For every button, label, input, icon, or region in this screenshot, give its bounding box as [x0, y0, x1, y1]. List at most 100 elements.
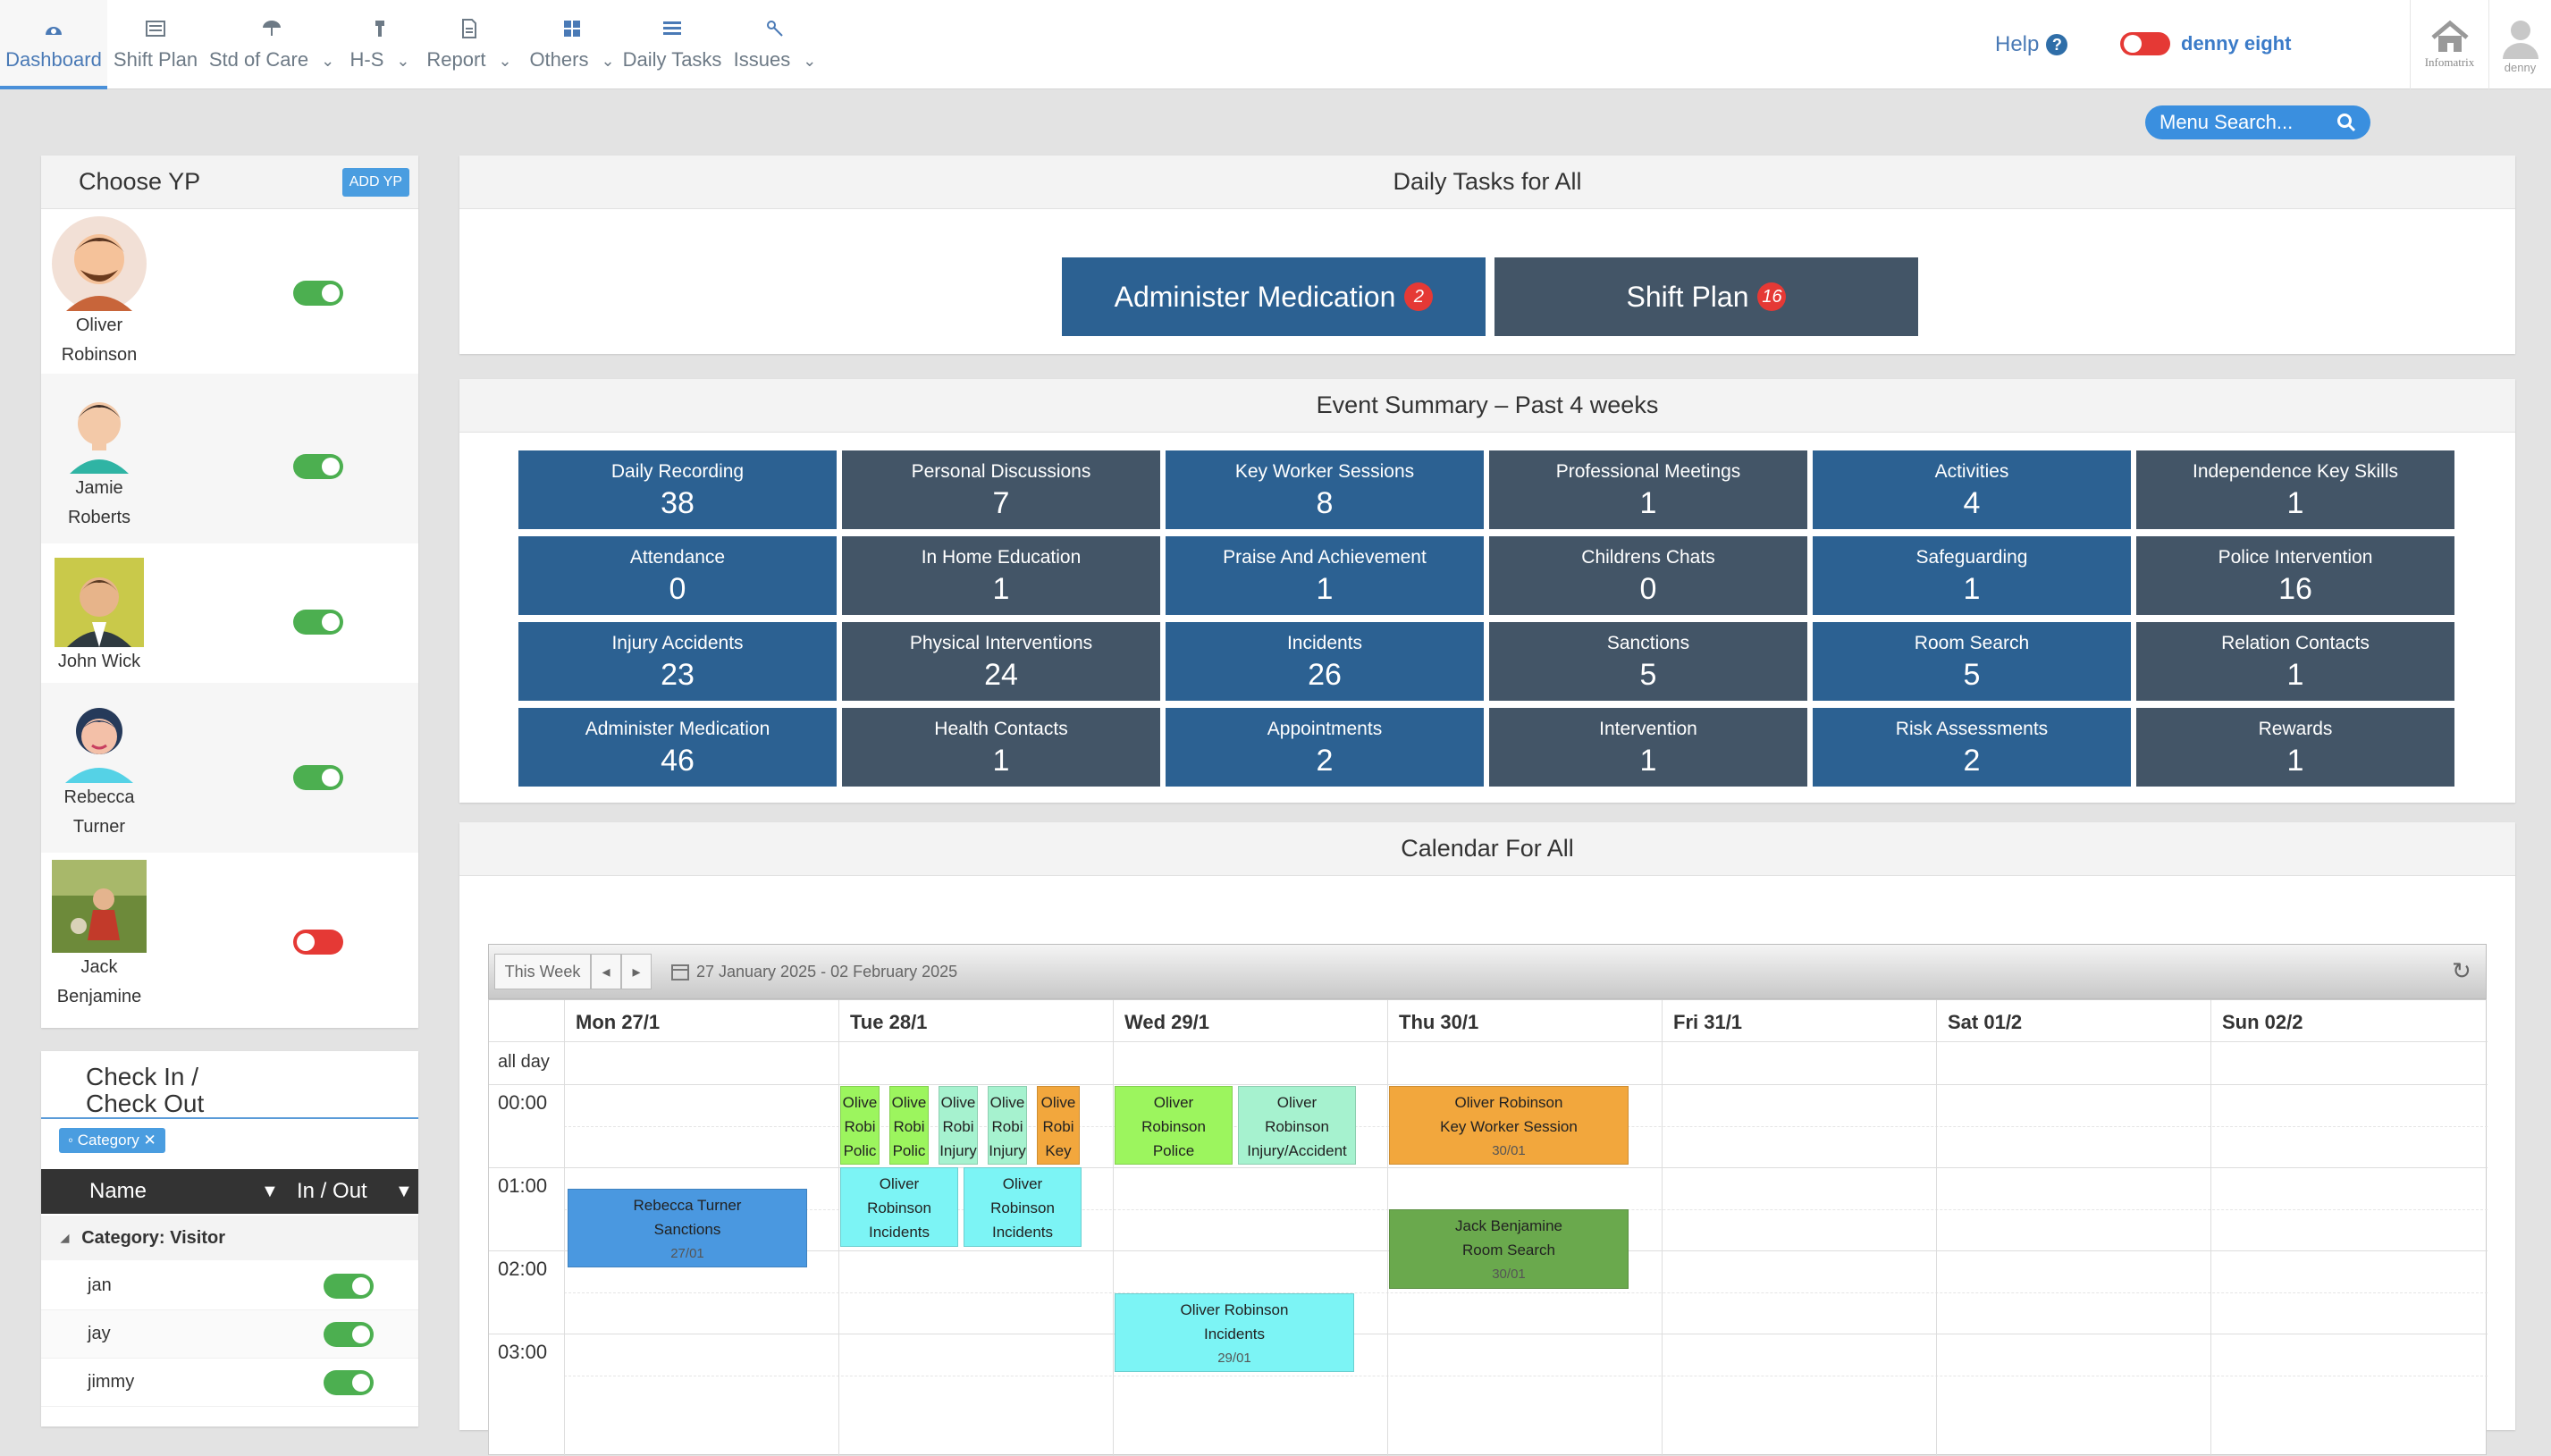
- calendar-event[interactable]: Rebecca Turner Sanctions 27/01: [568, 1189, 807, 1267]
- nav-daily-tasks-label: Daily Tasks: [622, 48, 722, 71]
- event-tile[interactable]: Activities 4: [1813, 450, 2131, 529]
- nav-h-s[interactable]: H-S ⌄: [343, 0, 417, 89]
- yp-toggle[interactable]: [293, 930, 343, 955]
- event-tile-count: 16: [2278, 572, 2312, 606]
- add-yp-button[interactable]: ADD YP: [341, 167, 409, 197]
- daily-tasks-panel: Daily Tasks for All Administer Medicatio…: [459, 156, 2515, 354]
- calendar-event[interactable]: Oliver Robinson Incidents: [840, 1167, 958, 1248]
- event-tile[interactable]: Room Search 5: [1813, 622, 2131, 701]
- event-tile[interactable]: Daily Recording 38: [518, 450, 837, 529]
- yp-toggle[interactable]: [293, 281, 343, 306]
- yp-row-oliver[interactable]: Oliver Robinson: [41, 213, 418, 374]
- calendar-event[interactable]: Oliver Robinson Police Intervention: [1115, 1085, 1233, 1166]
- nav-report[interactable]: Report ⌄: [422, 0, 517, 89]
- visitor-toggle[interactable]: [324, 1274, 374, 1299]
- yp-row-rebecca[interactable]: Rebecca Turner: [41, 683, 418, 853]
- calendar-event[interactable]: Jack Benjamine Room Search 30/01: [1389, 1208, 1629, 1289]
- event-tile-count: 1: [1639, 486, 1657, 520]
- question-icon: ?: [2046, 34, 2068, 55]
- event-tile[interactable]: Health Contacts 1: [842, 708, 1160, 787]
- next-week-button[interactable]: ▸: [621, 954, 652, 989]
- nav-std-of-care[interactable]: Std of Care ⌄: [206, 0, 338, 89]
- visitor-toggle[interactable]: [324, 1322, 374, 1347]
- event-tile[interactable]: Personal Discussions 7: [842, 450, 1160, 529]
- nav-others[interactable]: Others ⌄: [522, 0, 622, 89]
- event-tile[interactable]: Attendance 0: [518, 536, 837, 615]
- grid-line: [564, 1041, 565, 1456]
- filter-icon[interactable]: ▼: [261, 1181, 279, 1201]
- user-menu[interactable]: denny eight: [2120, 32, 2291, 55]
- issues-icon: [766, 16, 784, 41]
- brand-label: Infomatrix: [2424, 55, 2475, 69]
- yp-row-john[interactable]: John Wick: [41, 543, 418, 683]
- home-button[interactable]: Infomatrix: [2410, 0, 2488, 89]
- event-tile[interactable]: Police Intervention 16: [2136, 536, 2454, 615]
- event-tile[interactable]: Sanctions 5: [1489, 622, 1807, 701]
- yp-row-jack[interactable]: Jack Benjamine: [41, 853, 418, 1023]
- calendar-event[interactable]: Olive Robi Injury: [939, 1085, 978, 1166]
- day-header: Sat 01/2: [1936, 1000, 2210, 1041]
- filter-icon[interactable]: ▼: [395, 1181, 413, 1201]
- yp-toggle[interactable]: [293, 765, 343, 790]
- yp-john: John Wick: [41, 558, 157, 677]
- status-toggle[interactable]: [2120, 32, 2170, 55]
- calendar-event[interactable]: Olive Robi Injury: [988, 1085, 1027, 1166]
- event-tile[interactable]: Appointments 2: [1166, 708, 1484, 787]
- event-tile-name: Praise And Achievement: [1223, 547, 1427, 568]
- grid-line: [2210, 1041, 2211, 1456]
- event-tile[interactable]: Intervention 1: [1489, 708, 1807, 787]
- event-tile[interactable]: Safeguarding 1: [1813, 536, 2131, 615]
- event-tile[interactable]: Praise And Achievement 1: [1166, 536, 1484, 615]
- category-chip[interactable]: ◦ Category ✕: [59, 1128, 165, 1153]
- event-tile[interactable]: Childrens Chats 0: [1489, 536, 1807, 615]
- event-tile-name: Rewards: [2258, 719, 2333, 739]
- prev-week-button[interactable]: ◂: [591, 954, 621, 989]
- collapse-icon[interactable]: ◢: [61, 1232, 70, 1244]
- yp-name: Benjamine: [56, 987, 142, 1006]
- nav-daily-tasks[interactable]: Daily Tasks: [622, 0, 722, 89]
- event-tile[interactable]: Relation Contacts 1: [2136, 622, 2454, 701]
- yp-toggle[interactable]: [293, 454, 343, 479]
- col-inout-header[interactable]: In / Out: [297, 1179, 367, 1203]
- yp-row-jamie[interactable]: Jamie Roberts: [41, 374, 418, 543]
- event-tile[interactable]: In Home Education 1: [842, 536, 1160, 615]
- this-week-button[interactable]: This Week: [494, 954, 591, 989]
- event-tile[interactable]: Injury Accidents 23: [518, 622, 837, 701]
- col-name-header[interactable]: Name: [89, 1179, 147, 1203]
- calendar-icon[interactable]: [671, 963, 689, 985]
- calendar-event[interactable]: Olive Robi Polic Inter: [889, 1085, 929, 1166]
- calendar-event[interactable]: Oliver Robinson Key Worker Session 30/01: [1389, 1085, 1629, 1166]
- nav-shift-plan[interactable]: Shift Plan: [111, 0, 200, 89]
- visitor-toggle[interactable]: [324, 1370, 374, 1395]
- nav-dashboard[interactable]: Dashboard: [0, 0, 107, 89]
- event-tile[interactable]: Risk Assessments 2: [1813, 708, 2131, 787]
- event-tile[interactable]: Rewards 1: [2136, 708, 2454, 787]
- nav-issues[interactable]: Issues ⌄: [731, 0, 819, 89]
- user-avatar[interactable]: denny: [2488, 0, 2551, 89]
- event-tile[interactable]: Key Worker Sessions 8: [1166, 450, 1484, 529]
- yp-toggle[interactable]: [293, 610, 343, 635]
- menu-search-input[interactable]: Menu Search...: [2145, 105, 2370, 139]
- administer-medication-button[interactable]: Administer Medication 2: [1062, 257, 1486, 336]
- event-text: Key: [1045, 1141, 1072, 1159]
- event-text: Polic: [843, 1141, 877, 1159]
- health-safety-icon: [372, 16, 388, 41]
- close-icon[interactable]: ✕: [143, 1132, 156, 1149]
- nav-report-label: Report ⌄: [426, 48, 512, 71]
- event-tile-name: In Home Education: [921, 547, 1082, 568]
- event-tile[interactable]: Physical Interventions 24: [842, 622, 1160, 701]
- shift-plan-button[interactable]: Shift Plan 16: [1494, 257, 1918, 336]
- category-group-row[interactable]: ◢ Category: Visitor: [41, 1216, 418, 1260]
- event-tile[interactable]: Administer Medication 46: [518, 708, 837, 787]
- refresh-icon[interactable]: ↻: [2452, 957, 2471, 984]
- calendar-event[interactable]: Olive Robi Polic Inter: [840, 1085, 880, 1166]
- event-tile[interactable]: Professional Meetings 1: [1489, 450, 1807, 529]
- report-icon: [461, 16, 477, 41]
- calendar-event[interactable]: Oliver Robinson Incidents 29/01: [1115, 1293, 1354, 1372]
- event-tile[interactable]: Independence Key Skills 1: [2136, 450, 2454, 529]
- event-tile[interactable]: Incidents 26: [1166, 622, 1484, 701]
- calendar-event[interactable]: Oliver Robinson Incidents: [964, 1167, 1082, 1248]
- calendar-event[interactable]: Olive Robi Key Work: [1037, 1085, 1080, 1166]
- calendar-event[interactable]: Oliver Robinson Injury/Accident: [1238, 1085, 1356, 1166]
- help-link[interactable]: Help ?: [1995, 32, 2068, 57]
